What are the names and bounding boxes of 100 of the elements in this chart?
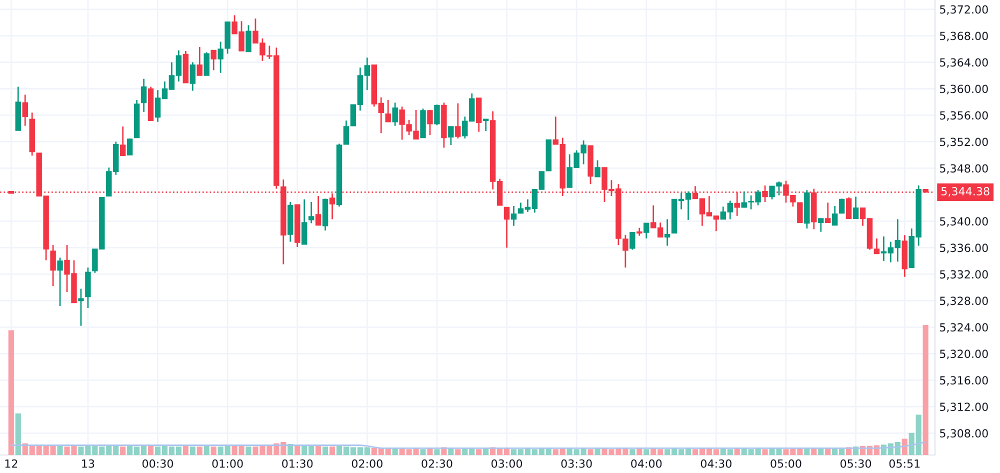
bar bbox=[636, 448, 642, 455]
bar bbox=[476, 449, 482, 455]
candlestick bbox=[482, 118, 489, 132]
y-tick-label: 5,328.00 bbox=[940, 296, 988, 306]
x-tick-label: 12 bbox=[5, 459, 18, 468]
x-tick-label: 00:30 bbox=[142, 459, 174, 468]
candlestick bbox=[196, 46, 202, 76]
bar bbox=[630, 449, 636, 455]
bar bbox=[448, 448, 454, 455]
bar bbox=[392, 448, 398, 455]
x-tick-label: 05:30 bbox=[840, 459, 872, 468]
y-tick-label: 5,360.00 bbox=[940, 84, 988, 94]
bar bbox=[455, 449, 461, 455]
candlestick bbox=[204, 52, 210, 76]
candlestick bbox=[126, 138, 133, 156]
candlestick bbox=[78, 288, 84, 327]
bar bbox=[762, 449, 768, 455]
candlestick bbox=[824, 202, 831, 224]
candlestick bbox=[246, 24, 252, 52]
bar bbox=[594, 448, 600, 455]
bar bbox=[322, 446, 328, 455]
ref-line-label: 5,344.38 bbox=[941, 187, 990, 197]
bar bbox=[420, 449, 426, 455]
bar bbox=[734, 448, 740, 455]
x-tick-label: 13 bbox=[82, 459, 94, 468]
y-tick-label: 5,336.00 bbox=[940, 244, 988, 254]
candlestick bbox=[762, 184, 768, 203]
candlestick bbox=[50, 244, 56, 287]
candlestick bbox=[140, 78, 147, 113]
candlestick bbox=[315, 195, 322, 226]
candlestick bbox=[210, 50, 216, 71]
candlestick bbox=[504, 206, 510, 248]
bar bbox=[483, 448, 489, 455]
x-tick-label: 04:00 bbox=[631, 459, 662, 468]
candlestick bbox=[818, 218, 824, 232]
candlestick bbox=[22, 94, 28, 127]
x-tick-label: 02:00 bbox=[352, 459, 382, 468]
candlestick bbox=[630, 232, 636, 250]
y-tick-label: 5,340.00 bbox=[940, 217, 988, 227]
bar bbox=[15, 413, 21, 455]
candlestick bbox=[852, 196, 859, 220]
x-tick-label: 03:30 bbox=[561, 459, 592, 468]
candlestick bbox=[644, 222, 650, 240]
y-tick-label: 5,368.00 bbox=[940, 32, 988, 42]
candlestick bbox=[427, 109, 433, 136]
y-tick-label: 5,348.00 bbox=[940, 164, 988, 174]
bar bbox=[294, 446, 300, 455]
bar bbox=[588, 449, 594, 455]
bar bbox=[246, 446, 252, 455]
x-tick-label: 05:00 bbox=[770, 459, 802, 468]
bar bbox=[902, 438, 908, 455]
x-tick-label: 02:30 bbox=[422, 459, 452, 468]
candlestick bbox=[838, 198, 845, 214]
candlestick bbox=[308, 201, 314, 224]
candlestick bbox=[510, 205, 517, 227]
bar bbox=[434, 449, 440, 455]
bar bbox=[196, 446, 202, 455]
x-tick-label: 01:30 bbox=[282, 459, 313, 468]
bar bbox=[120, 446, 126, 455]
candlestick bbox=[846, 196, 852, 220]
candlestick bbox=[57, 256, 63, 307]
candlestick bbox=[455, 102, 461, 140]
y-tick-label: 5,316.00 bbox=[940, 376, 988, 386]
y-tick-label: 5,320.00 bbox=[940, 350, 988, 360]
y-tick-label: 5,324.00 bbox=[940, 323, 988, 333]
bar bbox=[148, 446, 154, 455]
x-tick-label: 04:30 bbox=[700, 459, 732, 468]
bar bbox=[204, 446, 210, 455]
candlestick bbox=[301, 198, 308, 246]
bar bbox=[804, 448, 810, 455]
x-tick-label: 03:00 bbox=[491, 459, 522, 468]
y-tick-label: 5,312.00 bbox=[940, 402, 988, 412]
bar bbox=[316, 446, 322, 455]
bar bbox=[818, 448, 824, 455]
candlestick bbox=[190, 62, 196, 92]
y-tick-label: 5,364.00 bbox=[940, 58, 988, 68]
y-tick-label: 5,332.00 bbox=[940, 270, 988, 280]
candlestick bbox=[664, 218, 670, 246]
y-tick-label: 5,308.00 bbox=[940, 429, 988, 439]
bar bbox=[210, 446, 216, 455]
y-tick-label: 5,372.00 bbox=[940, 5, 988, 15]
y-tick-label: 5,352.00 bbox=[940, 138, 988, 148]
y-tick-label: 5,356.00 bbox=[940, 111, 988, 121]
candlestick bbox=[434, 104, 440, 126]
x-tick-label: 01:00 bbox=[212, 459, 243, 468]
bar bbox=[427, 448, 433, 455]
bar bbox=[190, 446, 196, 455]
bar bbox=[329, 446, 336, 455]
candlestick bbox=[594, 160, 600, 178]
bar bbox=[182, 446, 188, 455]
bar bbox=[922, 325, 928, 455]
candlestick bbox=[120, 126, 126, 156]
candlestick bbox=[448, 126, 454, 146]
candlestick bbox=[385, 99, 391, 123]
bar bbox=[644, 449, 650, 455]
x-tick-label: 05:51 bbox=[889, 459, 920, 468]
candlestick bbox=[832, 205, 838, 226]
candlestick bbox=[392, 102, 398, 127]
bar bbox=[825, 448, 831, 455]
bar bbox=[57, 446, 63, 455]
